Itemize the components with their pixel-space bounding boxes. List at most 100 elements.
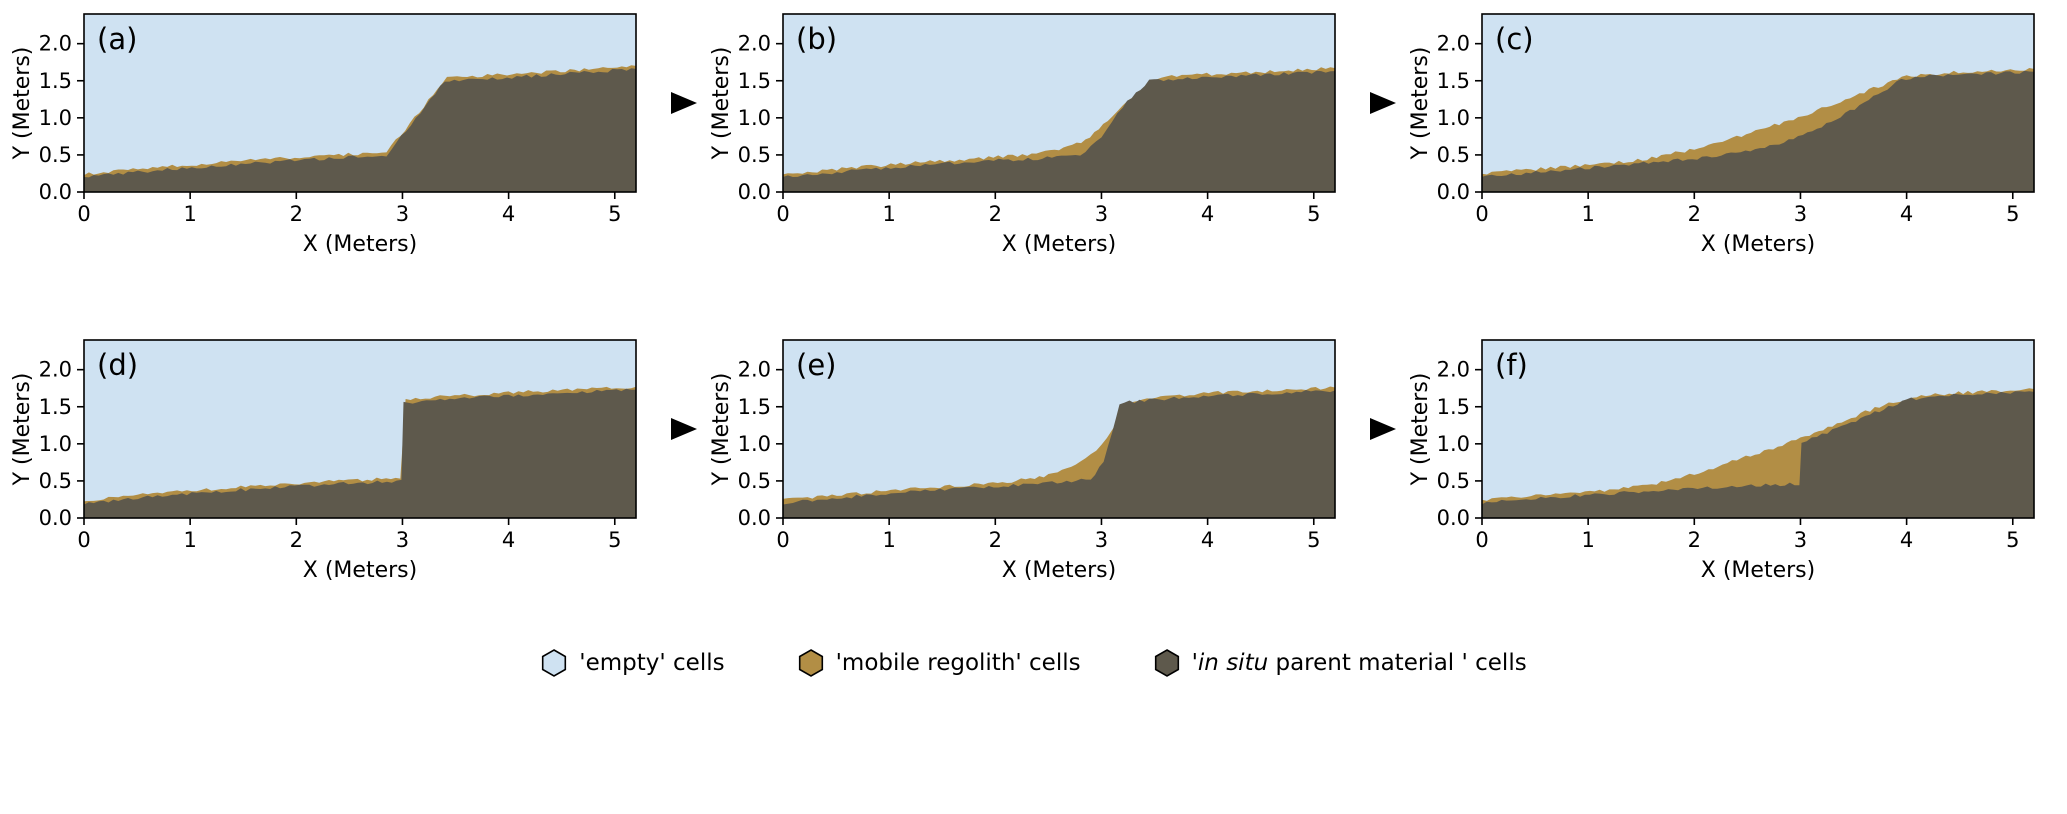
parent-material-region: [84, 388, 636, 518]
plot-frame: [782, 13, 1336, 193]
x-axis-label: X (Meters): [1002, 558, 1116, 583]
x-tick-label: 3: [1794, 528, 1807, 552]
y-tick-label: 1.0: [1437, 106, 1470, 130]
y-tick-label: 2.0: [738, 358, 771, 382]
x-tick-label: 3: [1095, 202, 1108, 226]
x-tick-label: 5: [608, 202, 621, 226]
y-tick-label: 0.5: [738, 143, 771, 167]
x-tick-label: 2: [1688, 528, 1701, 552]
parent-material-cells-hexagon-icon: [1154, 649, 1179, 677]
y-axis-label: Y (Meters): [711, 47, 734, 161]
plot-frame: [1481, 339, 2035, 519]
legend-label-parent-material-cells: 'in situ parent material ' cells: [1191, 650, 1527, 676]
y-tick-label: 1.5: [39, 69, 72, 93]
x-tick-label: 4: [1201, 528, 1214, 552]
x-tick-label: 5: [2006, 202, 2019, 226]
x-tick-label: 0: [776, 528, 789, 552]
x-tick-label: 4: [1201, 202, 1214, 226]
x-axis-label: X (Meters): [303, 558, 417, 583]
x-tick-label: 4: [1900, 202, 1913, 226]
legend-label-empty-cells: 'empty' cells: [579, 650, 725, 676]
y-tick-label: 0.5: [738, 469, 771, 493]
legend-item-empty-cells: 'empty' cells: [540, 648, 725, 678]
x-tick-label: 4: [502, 528, 515, 552]
y-axis-label: Y (Meters): [12, 47, 35, 161]
panel-label: (e): [796, 348, 836, 382]
panel-label: (b): [796, 22, 837, 56]
x-tick-label: 5: [1307, 528, 1320, 552]
panel-d-plot: 0 1 2 3 4 5 0.0 0.5 1.0 1.5 2.0 X (Meters) Y (Meters…: [12, 339, 637, 583]
arrow-right-icon: [669, 90, 699, 116]
panel-label: (c): [1495, 22, 1534, 56]
x-tick-label: 0: [1475, 528, 1488, 552]
scarp-evolution-figure: 0 1 2 3 4 5 0.0 0.5 1.0 1.5 2.0 X (Meters) Y (Meters…: [0, 6, 2067, 678]
y-tick-label: 1.0: [738, 106, 771, 130]
arrow-right-icon: [1368, 90, 1398, 116]
y-axis-label: Y (Meters): [711, 373, 734, 487]
y-tick-label: 2.0: [1437, 32, 1470, 56]
panel-label: (d): [97, 348, 138, 382]
x-tick-label: 3: [396, 202, 409, 226]
x-tick-label: 0: [77, 202, 90, 226]
y-tick-label: 0.0: [1437, 506, 1470, 530]
x-tick-label: 0: [1475, 202, 1488, 226]
y-tick-label: 0.5: [1437, 469, 1470, 493]
y-tick-label: 0.0: [738, 180, 771, 204]
y-tick-label: 0.5: [1437, 143, 1470, 167]
mobile-regolith-cells-hexagon-icon: [798, 649, 823, 677]
x-tick-label: 3: [1794, 202, 1807, 226]
panel-label: (a): [97, 22, 137, 56]
y-tick-label: 1.0: [39, 432, 72, 456]
x-axis-label: X (Meters): [303, 232, 417, 257]
empty-cells-hexagon-icon: [542, 649, 567, 677]
y-tick-label: 1.5: [1437, 69, 1470, 93]
figure-row-2: 0 1 2 3 4 5 0.0 0.5 1.0 1.5 2.0 X (Meters) Y (Meters…: [0, 332, 2067, 588]
x-tick-label: 2: [989, 528, 1002, 552]
x-tick-label: 1: [183, 202, 196, 226]
parent-material-region: [783, 70, 1335, 192]
x-tick-label: 2: [1688, 202, 1701, 226]
parent-material-region: [1482, 391, 2034, 518]
y-tick-label: 2.0: [39, 358, 72, 382]
parent-material-region: [1482, 70, 2034, 192]
x-tick-label: 1: [882, 202, 895, 226]
y-tick-label: 1.0: [738, 432, 771, 456]
panel-b-plot: 0 1 2 3 4 5 0.0 0.5 1.0 1.5 2.0 X (Meters) Y (Meters…: [711, 13, 1336, 257]
x-tick-label: 2: [290, 202, 303, 226]
x-tick-label: 2: [290, 528, 303, 552]
x-tick-label: 0: [77, 528, 90, 552]
y-tick-label: 1.5: [738, 69, 771, 93]
x-tick-label: 5: [2006, 528, 2019, 552]
y-tick-label: 2.0: [738, 32, 771, 56]
x-tick-label: 4: [1900, 528, 1913, 552]
y-tick-label: 1.0: [39, 106, 72, 130]
x-tick-label: 3: [1095, 528, 1108, 552]
y-tick-label: 1.5: [39, 395, 72, 419]
panel-label: (f): [1495, 348, 1528, 382]
x-tick-label: 0: [776, 202, 789, 226]
panel-a-plot: 0 1 2 3 4 5 0.0 0.5 1.0 1.5 2.0 X (Meters) Y (Meters…: [12, 13, 637, 257]
y-tick-label: 0.0: [39, 180, 72, 204]
y-tick-label: 0.5: [39, 469, 72, 493]
x-tick-label: 1: [882, 528, 895, 552]
x-tick-label: 3: [396, 528, 409, 552]
y-axis-label: Y (Meters): [1410, 47, 1433, 161]
y-tick-label: 0.5: [39, 143, 72, 167]
x-tick-label: 5: [1307, 202, 1320, 226]
arrow-right-icon: [669, 416, 699, 442]
legend-item-parent-material-cells: 'in situ parent material ' cells: [1153, 648, 1527, 678]
plot-frame: [782, 339, 1336, 519]
x-tick-label: 2: [989, 202, 1002, 226]
y-tick-label: 1.0: [1437, 432, 1470, 456]
x-tick-label: 1: [1581, 202, 1594, 226]
figure-row-1: 0 1 2 3 4 5 0.0 0.5 1.0 1.5 2.0 X (Meters) Y (Meters…: [0, 6, 2067, 262]
x-tick-label: 1: [183, 528, 196, 552]
x-axis-label: X (Meters): [1701, 232, 1815, 257]
panel-e-plot: 0 1 2 3 4 5 0.0 0.5 1.0 1.5 2.0 X (Meters) Y (Meters…: [711, 339, 1336, 583]
y-axis-label: Y (Meters): [12, 373, 35, 487]
y-axis-label: Y (Meters): [1410, 373, 1433, 487]
y-tick-label: 2.0: [39, 32, 72, 56]
plot-frame: [83, 339, 637, 519]
x-axis-label: X (Meters): [1701, 558, 1815, 583]
panel-c-plot: 0 1 2 3 4 5 0.0 0.5 1.0 1.5 2.0 X (Meters) Y (Meters…: [1410, 13, 2035, 257]
